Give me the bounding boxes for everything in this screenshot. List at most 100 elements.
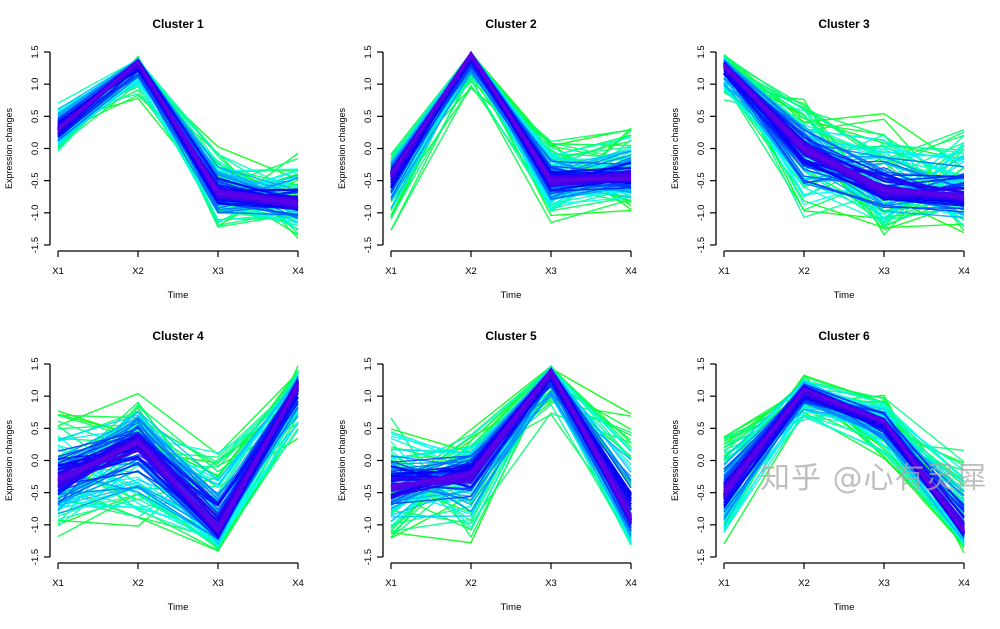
y-tick-label: 1.0: [363, 78, 374, 91]
y-tick-label: 0.5: [696, 110, 707, 123]
y-tick-label: -1.0: [696, 205, 707, 221]
x-axis-label: Time: [834, 290, 855, 301]
chart-title: Cluster 5: [485, 329, 537, 343]
gene-profile-line: [723, 383, 965, 509]
x-tick-label: X1: [718, 578, 730, 589]
y-axis-label: Expression changes: [337, 107, 347, 189]
x-tick-label: X1: [385, 266, 397, 277]
y-tick-label: 1.0: [30, 78, 41, 91]
y-tick-label: -0.5: [696, 484, 707, 500]
chart-title: Cluster 1: [152, 17, 204, 31]
x-tick-label: X3: [878, 266, 890, 277]
y-tick-label: 1.0: [363, 390, 374, 403]
gene-profile-line: [57, 59, 299, 205]
y-axis-label: Expression changes: [4, 107, 14, 189]
x-tick-label: X2: [798, 578, 810, 589]
chart-title: Cluster 6: [818, 329, 870, 343]
series-lines: [390, 50, 632, 231]
y-tick-label: -0.5: [30, 172, 41, 188]
cluster-chart: Cluster 6 -1.5 -1.0 -0.5 0.0 0.5 1.0 1.5 Express…: [670, 329, 970, 613]
x-tick-label: X3: [212, 266, 224, 277]
cluster-chart: Cluster 5 -1.5 -1.0 -0.5 0.0 0.5 1.0 1.5 Express…: [337, 329, 637, 613]
y-tick-label: -1.0: [30, 205, 41, 221]
y-tick-label: -1.5: [363, 237, 374, 253]
gene-profile-line: [57, 74, 299, 216]
series-lines: [57, 365, 299, 552]
x-axis-label: Time: [168, 290, 189, 301]
cluster-panel-4: Cluster 4 -1.5 -1.0 -0.5 0.0 0.5 1.0 1.5 Express…: [0, 312, 333, 624]
x-tick-label: X4: [292, 578, 304, 589]
x-tick-label: X3: [545, 578, 557, 589]
y-tick-label: 1.0: [30, 390, 41, 403]
gene-profile-line: [57, 60, 299, 206]
cluster-chart: Cluster 1 -1.5 -1.0 -0.5 0.0 0.5 1.0 1.5 Express…: [4, 17, 304, 301]
y-tick-label: -0.5: [363, 172, 374, 188]
cluster-panel-1: Cluster 1 -1.5 -1.0 -0.5 0.0 0.5 1.0 1.5 Express…: [0, 0, 333, 312]
y-tick-label: -1.5: [363, 549, 374, 565]
series-lines: [723, 374, 965, 554]
cluster-chart: Cluster 4 -1.5 -1.0 -0.5 0.0 0.5 1.0 1.5 Express…: [4, 329, 304, 613]
y-tick-label: -1.5: [30, 549, 41, 565]
x-tick-label: X4: [292, 266, 304, 277]
x-tick-label: X4: [625, 578, 637, 589]
x-tick-label: X4: [958, 266, 970, 277]
x-axis-label: Time: [168, 602, 189, 613]
y-tick-label: 1.5: [696, 357, 707, 370]
x-tick-label: X2: [132, 578, 144, 589]
y-tick-label: 1.0: [696, 78, 707, 91]
gene-profile-line: [390, 51, 632, 182]
y-axis-label: Expression changes: [4, 419, 14, 501]
cluster-panel-2: Cluster 2 -1.5 -1.0 -0.5 0.0 0.5 1.0 1.5 Express…: [333, 0, 666, 312]
y-tick-label: 0.0: [30, 454, 41, 467]
gene-profile-line: [723, 388, 965, 532]
y-tick-label: 0.0: [30, 142, 41, 155]
chart-title: Cluster 4: [152, 329, 204, 343]
gene-profile-line: [723, 54, 965, 169]
gene-profile-line: [57, 382, 299, 534]
gene-profile-line: [57, 58, 299, 193]
cluster-panel-5: Cluster 5 -1.5 -1.0 -0.5 0.0 0.5 1.0 1.5 Express…: [333, 312, 666, 624]
y-tick-label: -1.0: [363, 517, 374, 533]
series-lines: [57, 55, 299, 239]
y-tick-label: 0.5: [363, 422, 374, 435]
y-tick-label: -1.5: [696, 237, 707, 253]
chart-title: Cluster 2: [485, 17, 537, 31]
x-tick-label: X1: [52, 266, 64, 277]
x-axis-label: Time: [501, 290, 522, 301]
x-tick-label: X1: [385, 578, 397, 589]
x-axis-label: Time: [501, 602, 522, 613]
x-tick-label: X3: [545, 266, 557, 277]
y-tick-label: 0.0: [363, 142, 374, 155]
gene-profile-line: [57, 385, 299, 464]
cluster-panel-6: Cluster 6 -1.5 -1.0 -0.5 0.0 0.5 1.0 1.5 Express…: [666, 312, 999, 624]
y-tick-label: -1.0: [363, 205, 374, 221]
y-tick-label: 1.5: [696, 45, 707, 58]
y-tick-label: 0.0: [696, 454, 707, 467]
x-tick-label: X3: [878, 578, 890, 589]
y-tick-label: 0.0: [696, 142, 707, 155]
x-tick-label: X1: [52, 578, 64, 589]
cluster-chart: Cluster 3 -1.5 -1.0 -0.5 0.0 0.5 1.0 1.5 Express…: [670, 17, 970, 301]
x-tick-label: X1: [718, 266, 730, 277]
y-tick-label: 0.5: [30, 422, 41, 435]
x-tick-label: X4: [958, 578, 970, 589]
gene-profile-line: [723, 66, 965, 210]
gene-profile-line: [723, 64, 965, 198]
chart-title: Cluster 3: [818, 17, 870, 31]
gene-profile-line: [723, 72, 965, 213]
cluster-chart: Cluster 2 -1.5 -1.0 -0.5 0.0 0.5 1.0 1.5 Express…: [337, 17, 637, 301]
y-tick-label: 1.5: [30, 357, 41, 370]
gene-profile-line: [390, 382, 632, 531]
y-tick-label: 1.5: [363, 45, 374, 58]
y-tick-label: -1.0: [30, 517, 41, 533]
y-axis-label: Expression changes: [670, 419, 680, 501]
gene-profile-line: [57, 371, 299, 456]
y-tick-label: -1.5: [30, 237, 41, 253]
cluster-panel-3: Cluster 3 -1.5 -1.0 -0.5 0.0 0.5 1.0 1.5 Express…: [666, 0, 999, 312]
y-tick-label: -0.5: [363, 484, 374, 500]
y-tick-label: 0.5: [363, 110, 374, 123]
x-tick-label: X4: [625, 266, 637, 277]
gene-profile-line: [390, 368, 632, 519]
gene-profile-line: [723, 379, 965, 482]
y-tick-label: -0.5: [696, 172, 707, 188]
